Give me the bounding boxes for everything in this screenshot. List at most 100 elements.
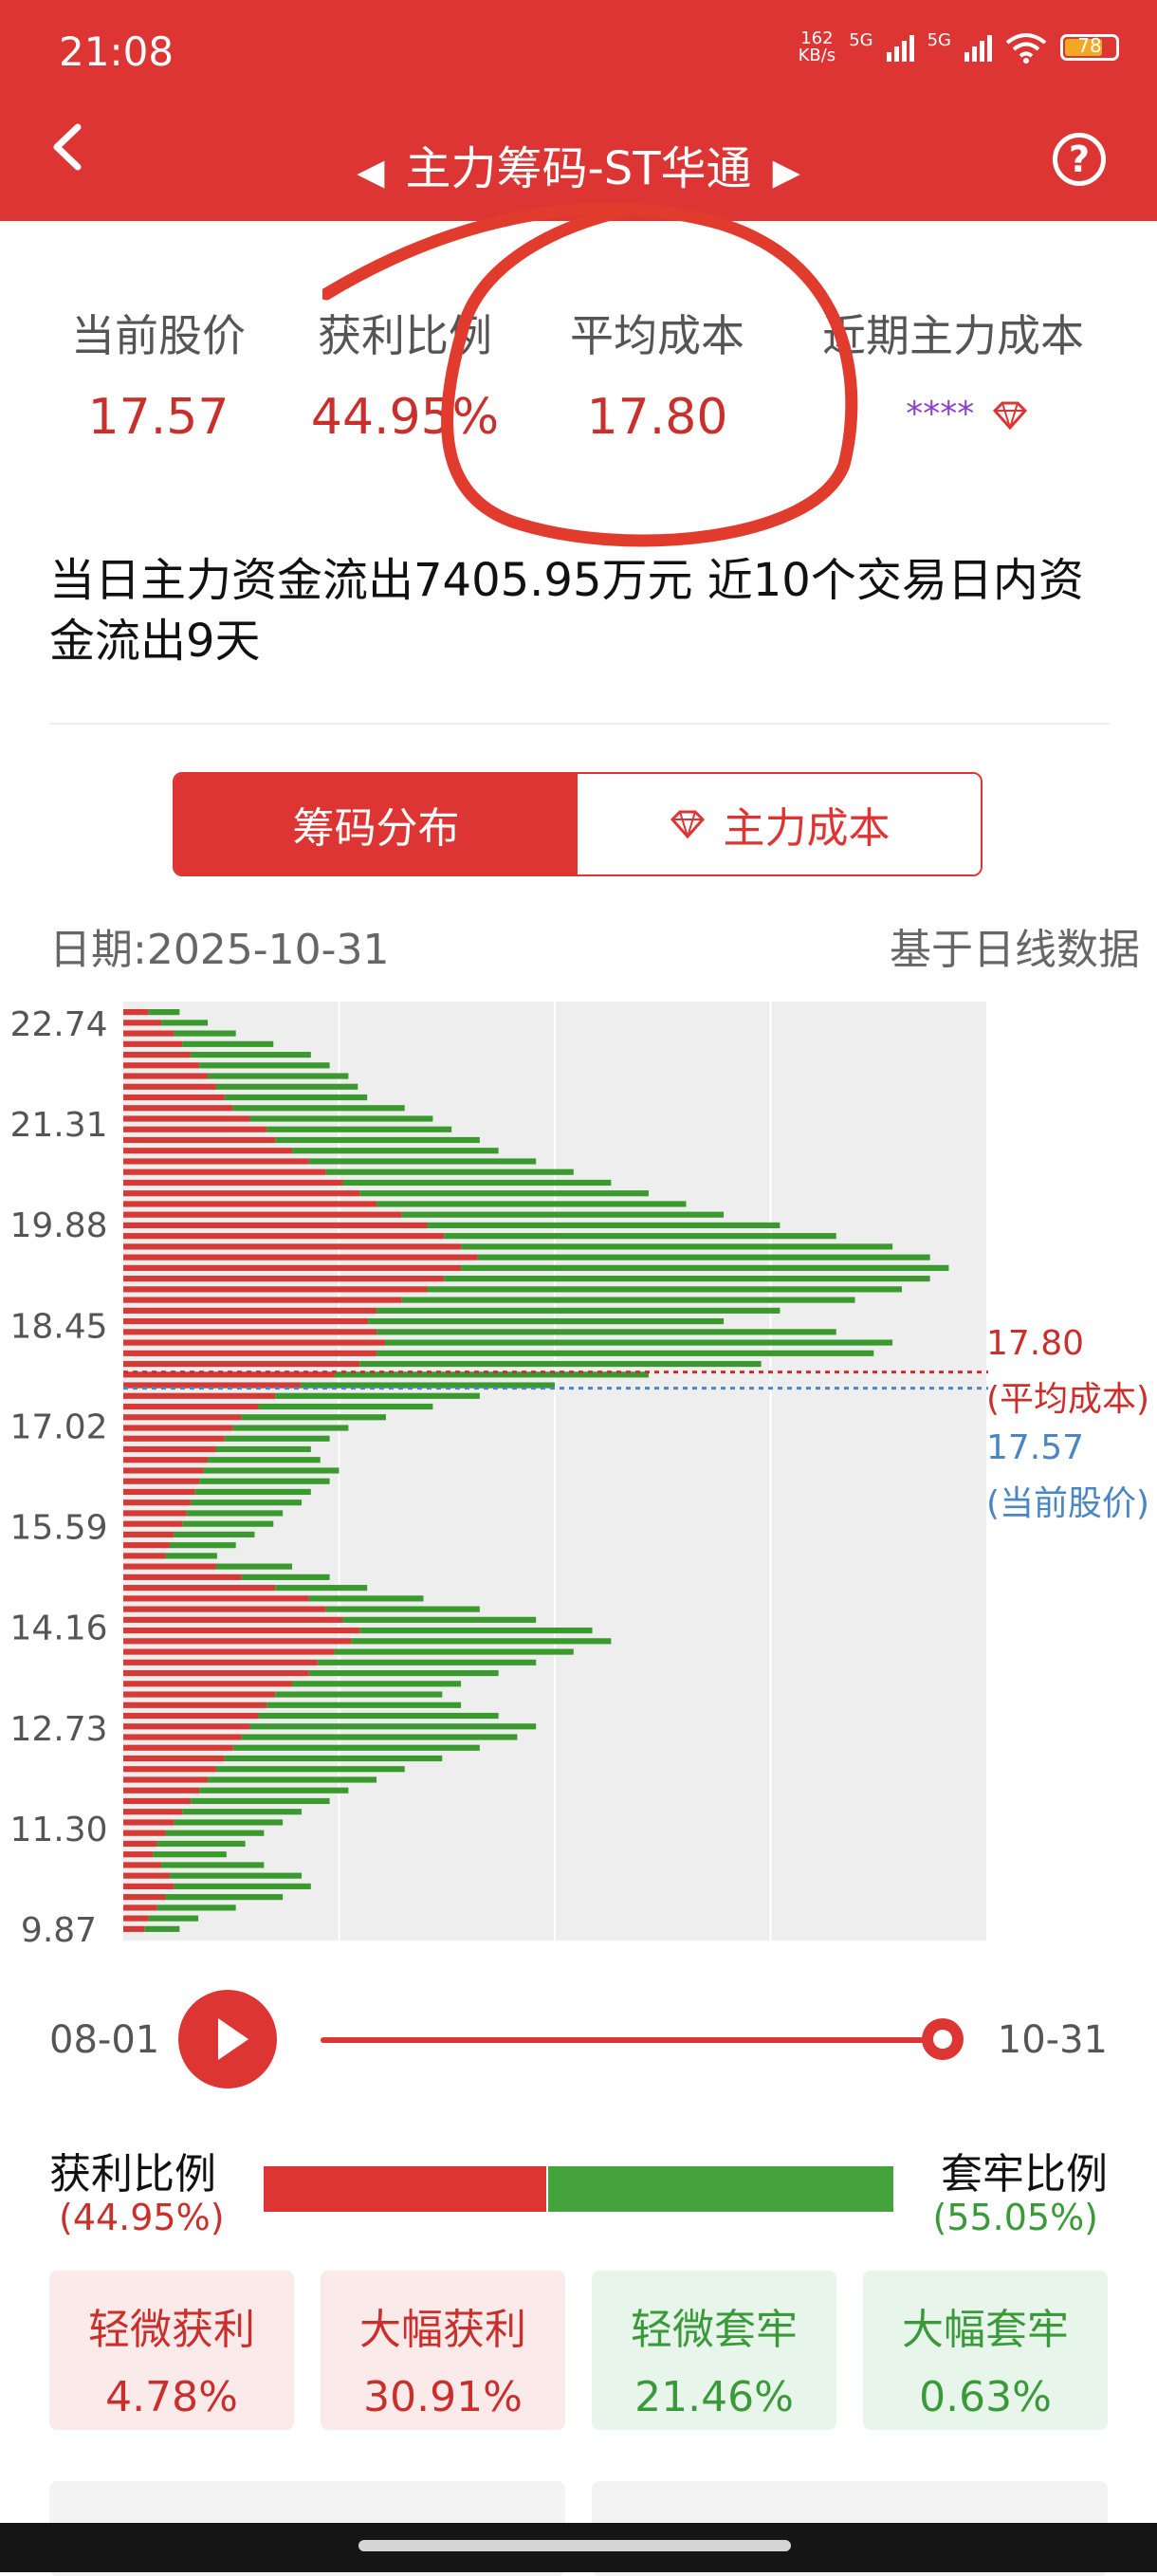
profit-bar	[123, 1425, 233, 1431]
tab-main-cost-label: 主力成本	[723, 804, 891, 853]
net-type-2: 5G	[927, 30, 951, 50]
home-indicator[interactable]	[358, 2540, 791, 2551]
profit-bar	[123, 1510, 187, 1517]
prev-stock-icon[interactable]: ◀	[357, 151, 385, 193]
trapped-bar	[156, 1840, 246, 1848]
profit-bar	[123, 1115, 250, 1122]
trapped-bar	[300, 1382, 555, 1389]
profit-bar	[123, 1797, 192, 1805]
trapped-bar	[224, 1094, 368, 1101]
box-value: 4.78%	[105, 2373, 238, 2421]
trapped-bar	[224, 1755, 443, 1762]
profit-bar	[123, 1830, 166, 1836]
current-price-value: 17.57	[986, 1428, 1085, 1467]
trapped-bar	[182, 1520, 274, 1527]
box-large-profit: 大幅获利 30.91%	[321, 2271, 565, 2430]
trap-ratio-pct: (55.05%)	[932, 2197, 1098, 2238]
trapped-bar	[174, 1531, 255, 1538]
profit-bar	[123, 1094, 225, 1101]
profit-bar	[123, 1414, 242, 1421]
profit-bar	[123, 1339, 385, 1346]
profit-bar	[123, 1201, 377, 1207]
profit-bar	[123, 1712, 259, 1720]
profit-bar	[123, 1051, 192, 1058]
y-tick-label: 17.02	[9, 1408, 107, 1446]
title-text: 主力筹码-ST华通	[405, 142, 752, 195]
trapped-bar	[199, 1478, 330, 1484]
trapped-bar	[376, 1329, 836, 1335]
tab-chip-distribution[interactable]: 筹码分布	[174, 774, 578, 874]
timeline-start-label: 08-01	[49, 2018, 160, 2062]
profit-bar	[123, 1883, 174, 1889]
trapped-bar	[215, 1083, 358, 1090]
trapped-bar	[191, 1051, 311, 1058]
profit-bar	[123, 1723, 250, 1730]
box-label: 大幅获利	[359, 2306, 526, 2354]
back-icon[interactable]	[49, 123, 87, 171]
net-type-1: 5G	[849, 30, 873, 50]
profit-bar	[123, 1542, 170, 1549]
box-label: 大幅套牢	[902, 2306, 1069, 2354]
y-tick-label: 14.16	[9, 1610, 107, 1648]
trapped-bar	[241, 1414, 386, 1421]
trapped-bar	[182, 1040, 274, 1047]
profit-bar	[123, 1211, 402, 1218]
app-header: 21:08 162 KB/s 5G 5G 78 ◀ 主力筹码-ST华通 ▶ ?	[0, 0, 1157, 221]
profit-bar	[123, 1222, 428, 1229]
profit-bar	[123, 1105, 233, 1112]
trapped-bar	[308, 1669, 499, 1677]
profit-bar	[123, 1787, 200, 1794]
profit-bar	[123, 1403, 259, 1410]
help-icon[interactable]: ?	[1053, 133, 1106, 186]
trapped-bar	[384, 1339, 893, 1346]
avg-cost-value: 17.80	[986, 1324, 1085, 1363]
profit-bar	[123, 1286, 428, 1293]
masked-value: ****	[906, 395, 975, 433]
trapped-bar	[368, 1318, 725, 1325]
y-tick-label: 19.88	[9, 1206, 107, 1245]
stat-value-main-cost[interactable]: ****	[854, 395, 1081, 433]
timeline-track[interactable]	[321, 2037, 941, 2043]
hand-drawn-circle	[322, 202, 858, 547]
trapped-bar	[165, 1830, 265, 1836]
profit-bar	[123, 1264, 462, 1271]
next-stock-icon[interactable]: ▶	[772, 151, 800, 193]
status-time: 21:08	[59, 28, 174, 75]
box-large-trapped: 大幅套牢 0.63%	[863, 2271, 1108, 2430]
trapped-bar	[266, 1126, 452, 1132]
chart-svg: 22.74 21.31 19.88 18.45 17.02 15.59 14.16 12.73…	[9, 1002, 988, 1950]
trapped-bar	[165, 1894, 284, 1901]
trapped-bar	[208, 1776, 377, 1783]
box-label: 轻微套牢	[631, 2306, 798, 2354]
trapped-bar	[325, 1168, 574, 1175]
profit-bar	[123, 1776, 209, 1783]
trapped-bar	[376, 1350, 874, 1356]
profit-bar	[123, 1020, 162, 1026]
trapped-bar	[144, 1925, 180, 1932]
current-price-label: (当前股价)	[986, 1484, 1150, 1523]
profit-bar	[123, 1681, 293, 1687]
play-button[interactable]	[178, 1990, 277, 2088]
trapped-bar	[275, 1585, 368, 1592]
profit-bar	[123, 1606, 326, 1612]
trapped-bar	[174, 1030, 236, 1037]
trapped-bar	[148, 1915, 199, 1922]
y-tick-label: 12.73	[9, 1710, 107, 1749]
trapped-bar	[359, 1628, 593, 1634]
trapped-bar	[351, 1638, 612, 1645]
profit-bar	[123, 1744, 233, 1751]
trapped-bar	[401, 1211, 725, 1218]
profit-bar	[123, 1190, 360, 1197]
tab-main-cost[interactable]: 主力成本	[578, 774, 981, 874]
avg-cost-label: (平均成本)	[986, 1380, 1150, 1419]
trapped-bar	[325, 1606, 480, 1612]
profit-bar	[123, 1329, 377, 1335]
profit-bar	[123, 1168, 326, 1175]
profit-bar	[123, 1840, 157, 1848]
trapped-bar	[215, 1563, 293, 1570]
timeline-thumb[interactable]	[922, 2018, 964, 2060]
trapped-bar	[153, 1851, 227, 1858]
y-tick-label: 15.59	[9, 1509, 107, 1548]
profit-bar	[123, 1478, 200, 1484]
trapped-bar	[292, 1148, 499, 1154]
